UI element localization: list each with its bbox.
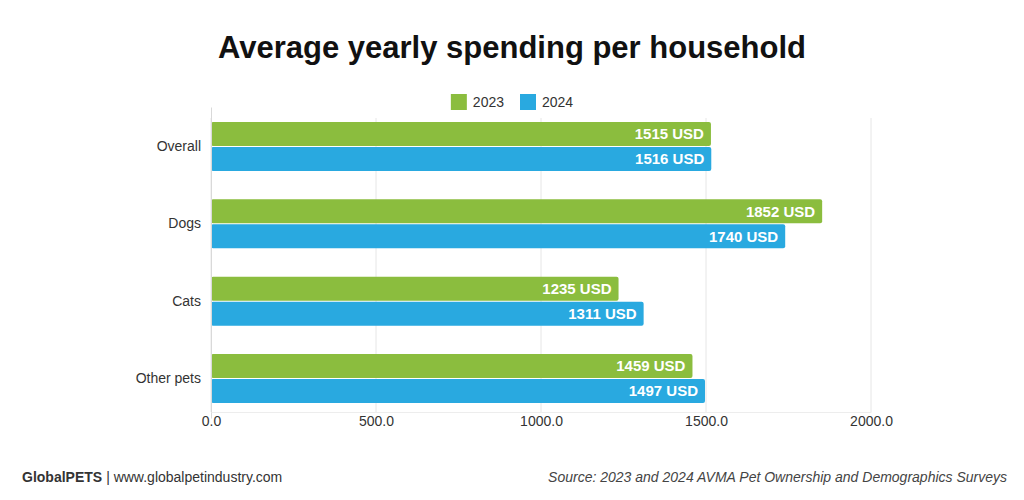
x-axis: 0.0 500.0 1000.0 1500.0 2000.0 <box>202 413 893 429</box>
grid-line <box>871 118 872 412</box>
category-label: Overall <box>157 138 201 154</box>
footer: GlobalPETS| www.globalpetindustry.com Sou… <box>22 469 1007 485</box>
tick: 1000.0 <box>520 413 563 429</box>
data-label: 1740 USD <box>709 228 778 245</box>
tick: 500.0 <box>359 413 394 429</box>
legend-label: 2023 <box>473 94 504 110</box>
tick: 2000.0 <box>850 413 893 429</box>
bars <box>211 122 822 403</box>
data-label: 1515 USD <box>635 125 704 142</box>
bar <box>211 199 822 223</box>
brand: GlobalPETS <box>22 469 102 485</box>
legend: 2023 2024 <box>451 94 574 110</box>
bar <box>211 122 711 146</box>
website: | www.globalpetindustry.com <box>106 469 282 485</box>
legend-swatch <box>451 94 467 110</box>
axis-line <box>211 108 212 419</box>
grid <box>211 118 871 412</box>
y-axis: Overall Dogs Cats Other pets <box>136 108 212 419</box>
bar <box>211 224 785 248</box>
tick-label: 2000.0 <box>850 413 893 429</box>
category-label: Other pets <box>136 370 201 386</box>
data-label: 1235 USD <box>542 280 611 297</box>
tick: 0.0 <box>202 413 222 429</box>
legend-swatch <box>520 94 536 110</box>
tick: Dogs <box>168 215 201 231</box>
bar <box>211 379 705 403</box>
data-label: 1459 USD <box>616 357 685 374</box>
data-label: 1311 USD <box>568 305 637 322</box>
data-label: 1497 USD <box>629 382 698 399</box>
tick-label: 0.0 <box>202 413 222 429</box>
tick-label: 1500.0 <box>685 413 728 429</box>
data-label: 1516 USD <box>635 150 704 167</box>
tick-label: 1000.0 <box>520 413 563 429</box>
bar <box>211 147 711 171</box>
bar <box>211 277 619 301</box>
title: Average yearly spending per household <box>218 30 806 65</box>
legend-item: 2023 <box>451 94 504 110</box>
category-label: Cats <box>172 293 201 309</box>
tick: Other pets <box>136 370 201 386</box>
bar <box>211 302 644 326</box>
legend-item: 2024 <box>520 94 573 110</box>
tick: Overall <box>157 138 201 154</box>
background <box>0 0 1024 500</box>
data-label: 1852 USD <box>746 203 815 220</box>
source: Source: 2023 and 2024 AVMA Pet Ownership… <box>548 469 1007 485</box>
tick: Cats <box>172 293 201 309</box>
tick-label: 500.0 <box>359 413 394 429</box>
bar <box>211 354 692 378</box>
category-label: Dogs <box>168 215 201 231</box>
legend-label: 2024 <box>542 94 573 110</box>
chart: Average yearly spending per household Ove… <box>0 0 1024 500</box>
tick: 1500.0 <box>685 413 728 429</box>
data-labels: 1515 USD 1852 USD 1235 USD 1459 USD 1516 USD… <box>542 125 815 399</box>
